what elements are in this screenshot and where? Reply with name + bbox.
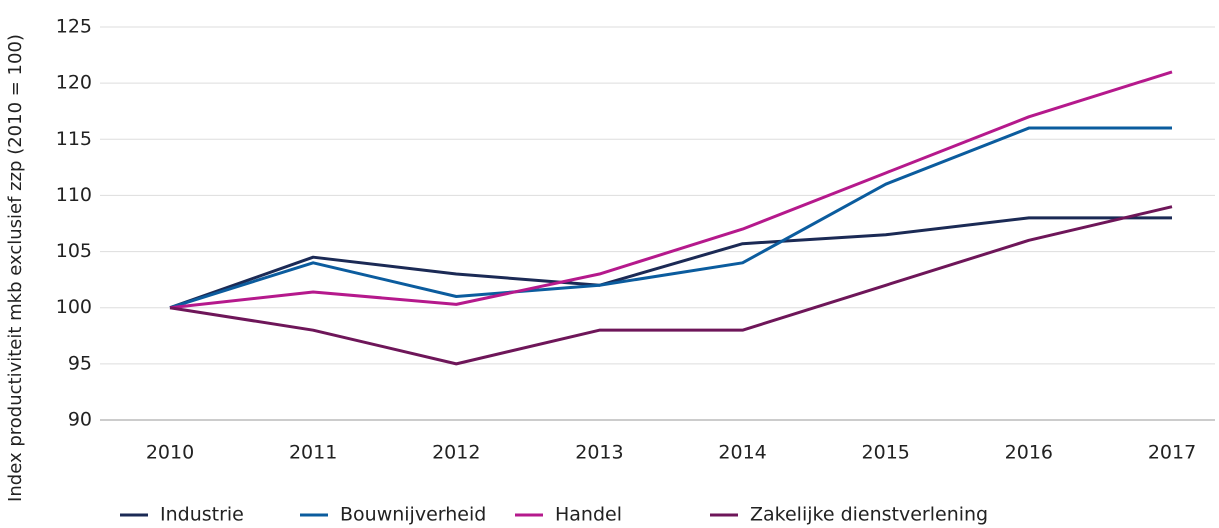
x-tick-label: 2016: [1005, 442, 1053, 464]
y-axis-label: Index productiviteit mkb exclusief zzp (…: [5, 34, 26, 502]
y-tick-label: 90: [68, 409, 92, 431]
y-tick-label: 95: [68, 352, 92, 374]
y-tick-label: 100: [56, 296, 92, 318]
series-line: [169, 70, 1173, 310]
legend-label: Zakelijke dienstverlening: [750, 504, 988, 526]
series-line: [169, 205, 1173, 366]
legend-label: Handel: [555, 504, 622, 526]
x-tick-label: 2017: [1148, 442, 1196, 464]
x-tick-label: 2015: [862, 442, 910, 464]
y-tick-label: 110: [56, 184, 92, 206]
y-tick-label: 125: [56, 16, 92, 38]
x-tick-label: 2011: [289, 442, 337, 464]
x-tick-label: 2013: [575, 442, 623, 464]
y-tick-label: 120: [56, 72, 92, 94]
series-line: [169, 126, 1172, 310]
x-tick-label: 2010: [146, 442, 194, 464]
x-tick-label: 2012: [432, 442, 480, 464]
legend-label: Bouwnijverheid: [340, 504, 486, 526]
y-tick-label: 105: [56, 240, 92, 262]
legend-label: Industrie: [160, 504, 244, 526]
y-tick-label: 115: [56, 128, 92, 150]
x-tick-label: 2014: [718, 442, 766, 464]
series-line: [169, 216, 1172, 310]
